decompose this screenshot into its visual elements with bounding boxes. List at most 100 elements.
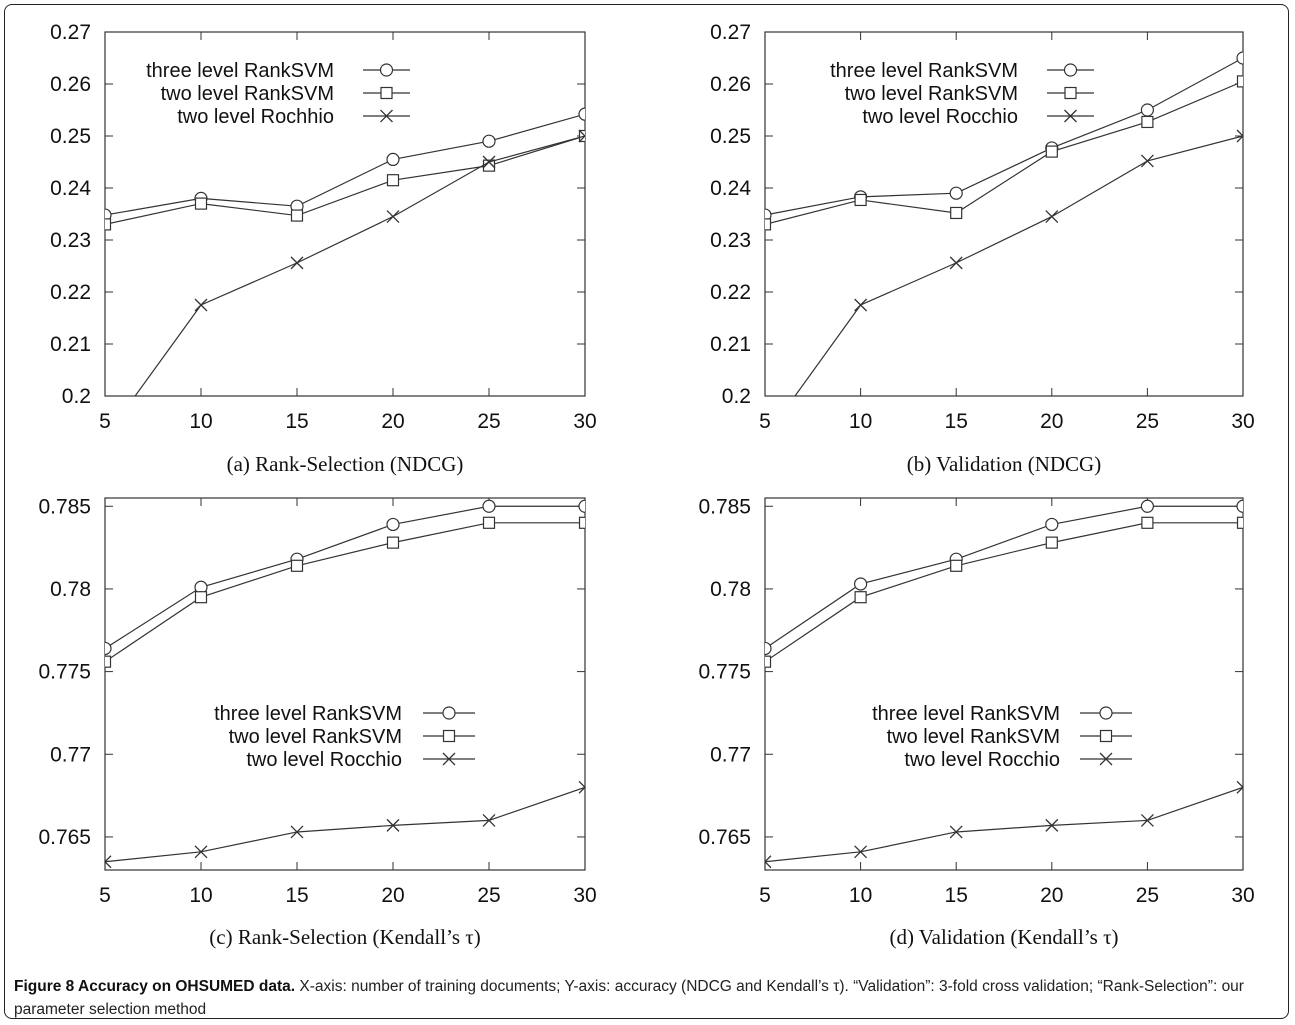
- legend-label: two level Rochhio: [177, 106, 334, 128]
- data-point-square: [578, 516, 585, 529]
- y-tick-label: 0.765: [38, 826, 91, 849]
- y-tick-label: 0.23: [50, 229, 91, 252]
- y-tick-label: 0.775: [38, 661, 91, 684]
- x-tick-label: 30: [573, 884, 596, 907]
- x-tick-label: 20: [1040, 410, 1063, 433]
- legend-marker-circle: [442, 706, 456, 720]
- data-point-circle: [949, 186, 963, 200]
- data-point-square: [1236, 516, 1243, 529]
- chart-subtitle: (d) Validation (Kendall’s τ): [889, 925, 1118, 949]
- legend-marker-square: [380, 86, 393, 100]
- data-point-circle: [105, 641, 112, 656]
- data-point-square: [854, 193, 867, 207]
- series-line-2: [765, 522, 1243, 663]
- y-tick-label: 0.78: [710, 578, 751, 601]
- x-tick-label: 15: [285, 410, 308, 433]
- x-tick-label: 25: [1136, 884, 1159, 907]
- data-point-cross: [482, 813, 496, 827]
- series-line-2: [765, 80, 1243, 225]
- legend-marker-square: [1064, 86, 1077, 100]
- data-point-circle: [1140, 499, 1155, 513]
- data-point-square: [105, 655, 112, 668]
- series-line-3: [765, 786, 1243, 863]
- data-point-cross: [1140, 154, 1154, 168]
- data-point-cross: [290, 825, 304, 839]
- y-tick-label: 0.21: [50, 333, 91, 356]
- x-tick-label: 5: [759, 410, 771, 433]
- data-point-square: [290, 559, 304, 572]
- data-point-cross: [1045, 210, 1059, 224]
- data-point-square: [765, 218, 772, 231]
- data-point-cross: [949, 825, 963, 839]
- chart-panel-1: 0.2 0.21 0.22 0.23 0.24 0.25 0.26 0.27 5 10 15 20 25…: [50, 21, 597, 476]
- legend-marker-square: [1099, 729, 1113, 743]
- data-point-cross: [854, 298, 868, 312]
- legend-marker-circle: [1099, 706, 1113, 720]
- plot-frame: [104, 497, 586, 871]
- legend-marker-circle: [1063, 63, 1078, 77]
- data-point-cross: [578, 129, 585, 143]
- x-tick-label: 10: [849, 884, 872, 907]
- data-point-circle: [765, 208, 772, 222]
- data-point-circle: [386, 517, 400, 532]
- data-point-cross: [386, 818, 400, 832]
- legend-label: two level Rocchio: [904, 749, 1060, 771]
- chart-subtitle: (a) Rank-Selection (NDCG): [227, 452, 464, 476]
- legend-label: three level RankSVM: [214, 703, 402, 725]
- data-point-square: [1045, 145, 1058, 158]
- x-tick-label: 15: [945, 410, 968, 433]
- x-tick-label: 30: [573, 410, 596, 433]
- series-line-1: [105, 505, 585, 649]
- data-point-square: [1236, 75, 1243, 88]
- y-tick-label: 0.22: [710, 281, 751, 304]
- series-group: [765, 51, 1243, 396]
- series-line-1: [105, 113, 585, 216]
- caption-text: X-axis: number of training documents; Y-…: [14, 978, 1244, 1018]
- series-line-2: [105, 522, 585, 663]
- data-point-square: [1141, 115, 1154, 129]
- x-tick-label: 5: [99, 884, 111, 907]
- data-point-cross: [854, 845, 868, 859]
- data-point-square: [1141, 516, 1154, 529]
- x-tick-label: 10: [189, 410, 212, 433]
- data-point-square: [194, 591, 208, 604]
- data-point-circle: [386, 152, 400, 166]
- series-group: [765, 499, 1243, 869]
- y-tick-label: 0.26: [710, 73, 751, 96]
- legend-label: two level RankSVM: [887, 726, 1060, 748]
- data-point-circle: [1236, 499, 1243, 513]
- data-point-square: [854, 591, 867, 604]
- figure-frame: [4, 4, 1289, 1019]
- data-point-cross: [482, 155, 496, 169]
- data-point-square: [194, 197, 208, 210]
- data-point-circle: [853, 577, 868, 591]
- legend-label: two level RankSVM: [845, 83, 1018, 105]
- data-point-cross: [105, 855, 112, 869]
- y-tick-label: 0.25: [50, 125, 91, 148]
- y-tick-label: 0.25: [710, 125, 751, 148]
- legend-marker-cross: [442, 752, 456, 766]
- chart-panel-2: 0.2 0.21 0.22 0.23 0.24 0.25 0.26 0.27 5 10 15 20 25…: [710, 21, 1255, 476]
- figure-caption: Figure 8 Accuracy on OHSUMED data. X-axi…: [14, 975, 1276, 1021]
- data-point-square: [1045, 536, 1058, 549]
- legend-label: two level RankSVM: [229, 726, 402, 748]
- x-tick-label: 5: [759, 884, 771, 907]
- y-tick-label: 0.22: [50, 281, 91, 304]
- data-point-circle: [765, 641, 772, 656]
- x-tick-label: 15: [945, 884, 968, 907]
- y-tick-label: 0.78: [50, 578, 91, 601]
- y-tick-label: 0.77: [710, 743, 751, 766]
- legend-marker-cross: [1099, 752, 1113, 766]
- data-point-square: [386, 536, 400, 549]
- series-group: [105, 499, 585, 869]
- chart-subtitle: (b) Validation (NDCG): [907, 452, 1101, 476]
- y-tick-label: 0.27: [50, 21, 91, 44]
- data-point-circle: [482, 134, 496, 148]
- data-point-circle: [1045, 517, 1059, 532]
- data-point-cross: [194, 298, 208, 312]
- data-point-circle: [1236, 51, 1243, 65]
- x-tick-label: 15: [285, 884, 308, 907]
- chart-panel-3: 0.765 0.77 0.775 0.78 0.785 5 10 15 20 25 30 three …: [38, 495, 596, 949]
- data-point-square: [105, 218, 112, 231]
